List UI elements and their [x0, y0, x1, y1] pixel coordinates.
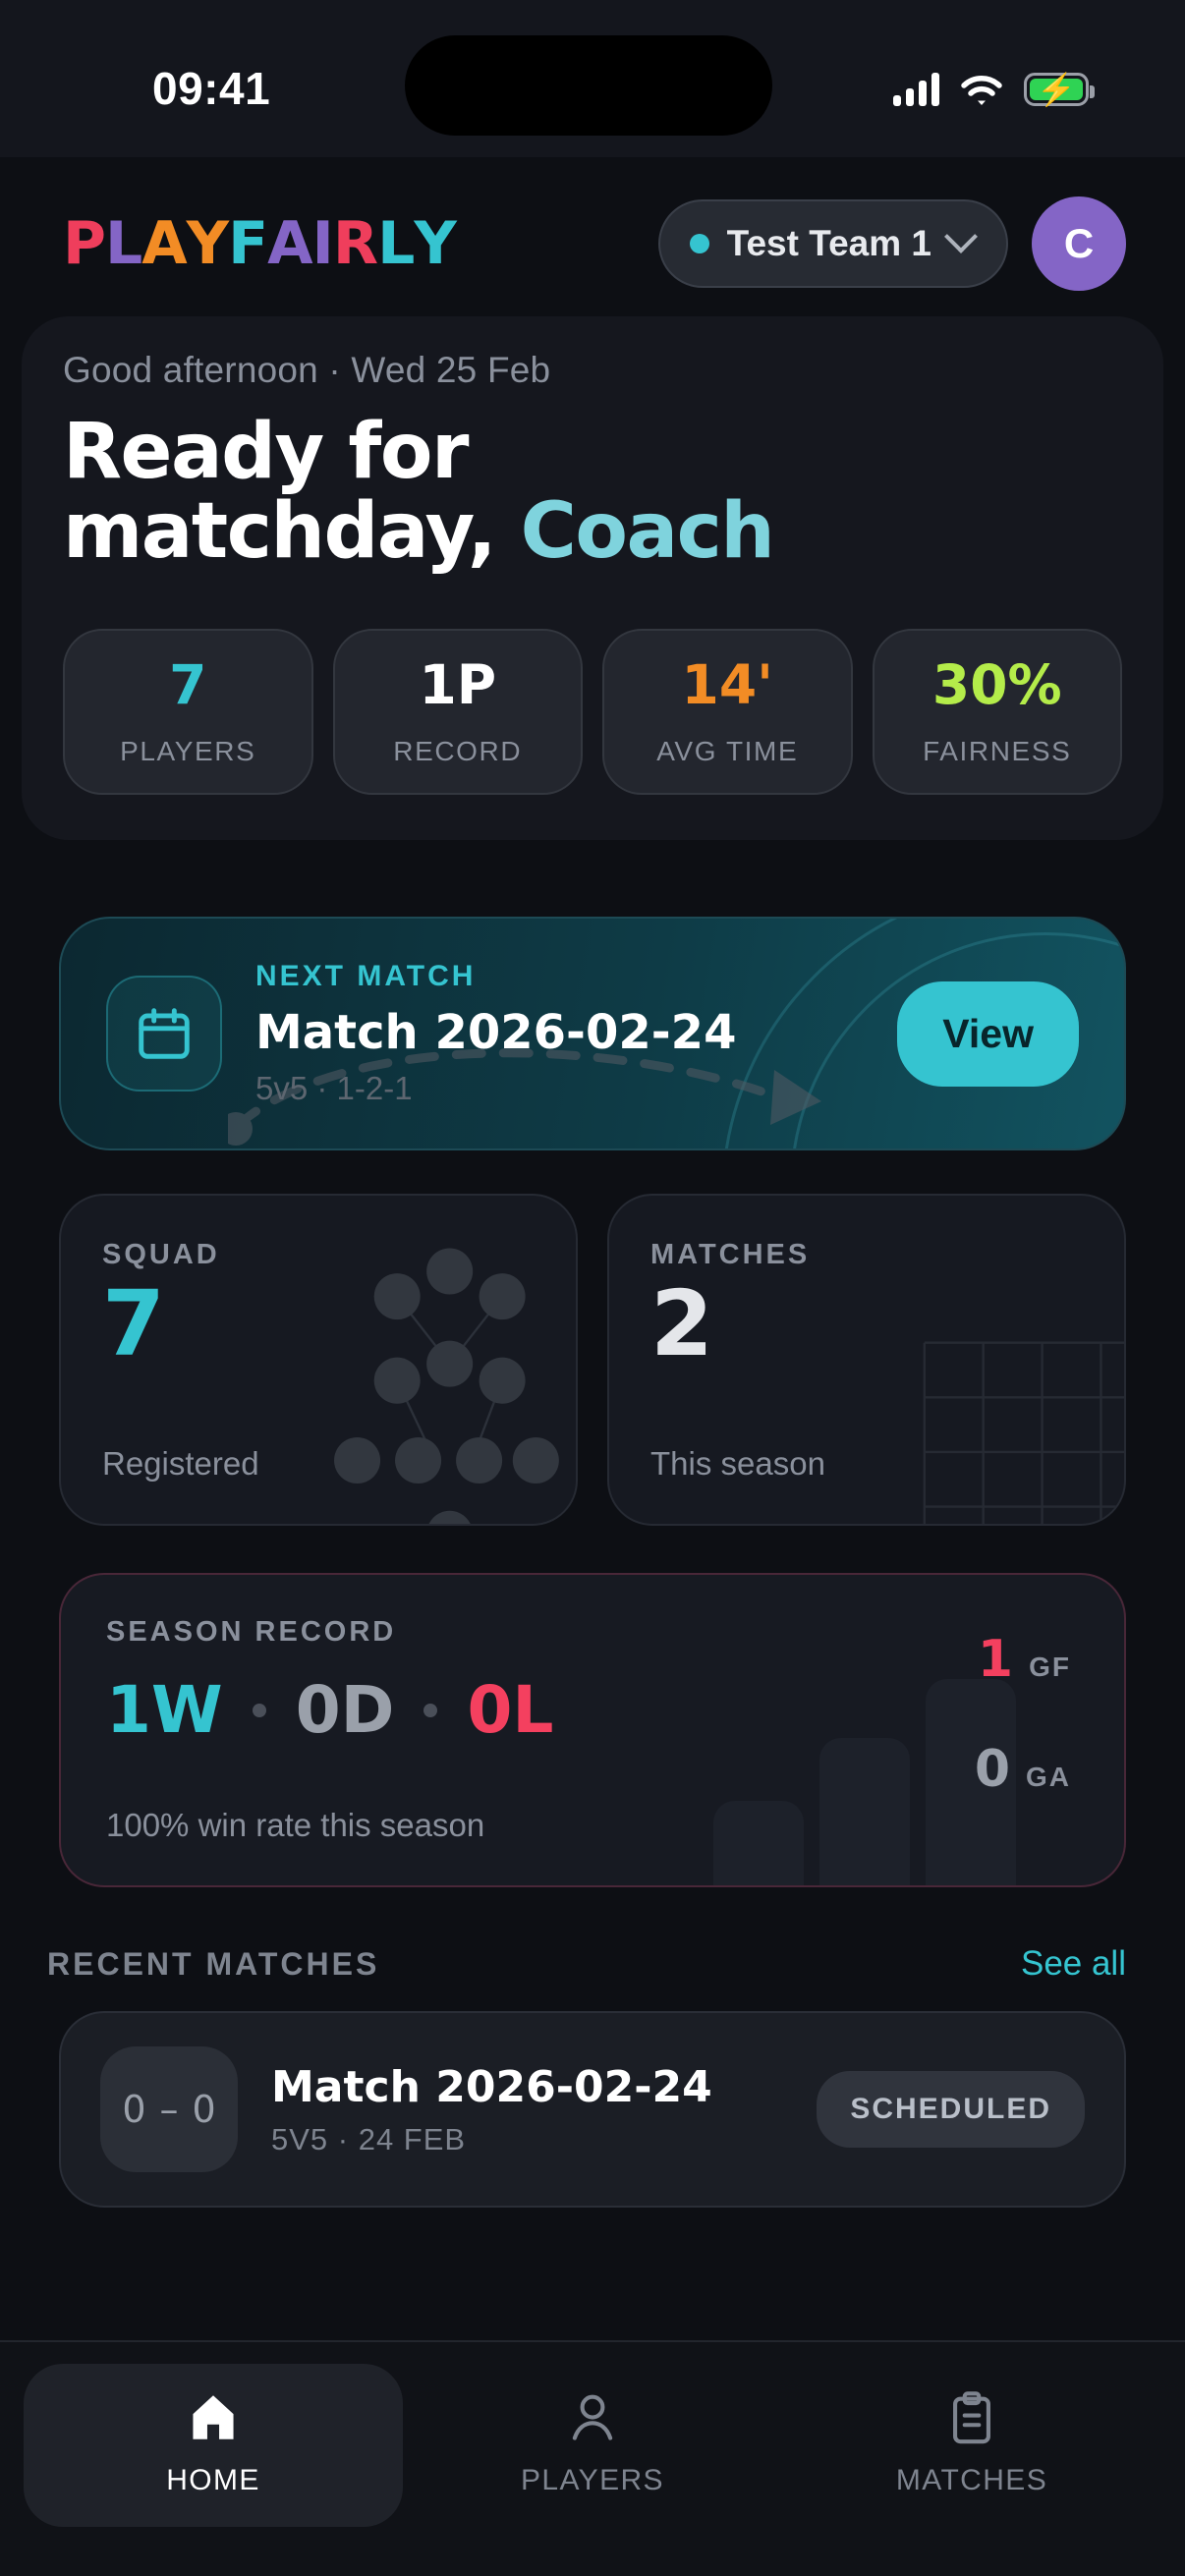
logo-letter: Y — [414, 209, 456, 278]
tab-players[interactable]: PLAYERS — [403, 2364, 782, 2527]
headline-accent: Coach — [520, 487, 775, 577]
greeting-text: Good afternoon · Wed 25 Feb — [63, 350, 551, 390]
quick-stat-value: 14' — [681, 653, 773, 717]
hero-card: Good afternoon · Wed 25 Feb Ready for ma… — [22, 316, 1163, 841]
quick-stat-value: 7 — [169, 653, 207, 717]
next-match-card[interactable]: NEXT MATCH Match 2026-02-24 5v5 · 1-2-1 … — [59, 917, 1126, 1151]
status-bar: 09:41 ⚡ — [0, 0, 1185, 157]
season-draws: 0D — [295, 1672, 395, 1749]
person-icon — [564, 2387, 621, 2448]
app-screen: PLAYFAIRLY Test Team 1 C Good afternoon … — [0, 157, 1185, 2576]
season-losses: 0L — [467, 1672, 554, 1749]
logo-letter: I — [311, 209, 334, 278]
matches-card-value: 2 — [650, 1271, 714, 1377]
headline-line-2: matchday, — [63, 487, 521, 577]
calendar-icon — [106, 976, 222, 1092]
goals-for-value: 1 — [977, 1630, 1014, 1690]
next-match-kicker: NEXT MATCH — [255, 960, 477, 993]
recent-matches-header: RECENT MATCHES See all — [47, 1944, 1126, 1984]
logo-letter: R — [332, 209, 378, 278]
status-badge: SCHEDULED — [817, 2071, 1085, 2149]
season-wins: 1W — [106, 1672, 223, 1749]
dynamic-island — [405, 35, 772, 136]
battery-charging-icon: ⚡ — [1024, 73, 1095, 106]
clipboard-icon — [943, 2387, 1000, 2448]
logo-letter: L — [104, 209, 142, 278]
logo-letter: A — [141, 209, 187, 278]
chevron-down-icon — [944, 219, 978, 253]
squad-card-sublabel: Registered — [102, 1445, 259, 1483]
tab-label: MATCHES — [895, 2464, 1048, 2496]
logo-letter: L — [377, 209, 415, 278]
logo-letter: A — [267, 209, 312, 278]
season-record-label: SEASON RECORD — [106, 1616, 397, 1649]
app-header: PLAYFAIRLY Test Team 1 C — [0, 157, 1185, 291]
goals-against-label: GA — [1026, 1762, 1071, 1793]
separator-dot — [423, 1704, 438, 1718]
match-meta: 5V5 · 24 FEB — [271, 2121, 467, 2156]
status-bar-indicators: ⚡ — [893, 63, 1095, 106]
matches-card-label: MATCHES — [650, 1239, 811, 1271]
tab-home[interactable]: HOME — [24, 2364, 403, 2527]
goals-summary: 1 GF 0 GA — [975, 1634, 1071, 1795]
see-all-link[interactable]: See all — [1020, 1944, 1126, 1984]
bottom-tab-bar: HOME PLAYERS MATCHES — [0, 2340, 1185, 2576]
quick-stat-label: AVG TIME — [656, 736, 799, 767]
goals-against-value: 0 — [974, 1740, 1010, 1800]
logo-letter: Y — [186, 209, 229, 278]
away-score: 0 — [192, 2088, 216, 2132]
separator-dot — [252, 1704, 266, 1718]
logo-letter: F — [228, 209, 268, 278]
quick-stat-label: PLAYERS — [120, 736, 256, 767]
recent-matches-title: RECENT MATCHES — [47, 1946, 380, 1983]
quick-stats-row: 7 PLAYERS 1P RECORD 14' AVG TIME 30% FAI… — [63, 629, 1122, 796]
quick-stat-value: 1P — [419, 653, 497, 717]
avatar[interactable]: C — [1032, 196, 1126, 291]
wifi-icon — [961, 75, 1002, 106]
next-match-title: Match 2026-02-24 — [255, 1005, 737, 1061]
home-icon — [185, 2387, 242, 2448]
quick-stat-value: 30% — [931, 653, 1062, 717]
signal-bars-icon — [893, 73, 939, 106]
matches-card[interactable]: MATCHES 2 This season — [607, 1194, 1126, 1527]
quick-stat-avg-time[interactable]: 14' AVG TIME — [602, 629, 853, 796]
page-title: Ready for matchday, Coach — [63, 412, 1122, 572]
stat-cards-row: SQUAD 7 Registered MATCHES 2 This season — [59, 1194, 1126, 1527]
team-status-dot — [689, 234, 709, 253]
tab-matches[interactable]: MATCHES — [782, 2364, 1161, 2527]
quick-stat-label: RECORD — [393, 736, 523, 767]
home-score: 0 — [122, 2088, 146, 2132]
team-name-label: Test Team 1 — [726, 223, 931, 263]
quick-stat-record[interactable]: 1P RECORD — [332, 629, 583, 796]
goals-for-label: GF — [1029, 1652, 1071, 1683]
quick-stat-fairness[interactable]: 30% FAIRNESS — [872, 629, 1122, 796]
matches-card-sublabel: This season — [650, 1445, 825, 1483]
next-match-subtitle: 5v5 · 1-2-1 — [255, 1070, 413, 1107]
squad-card-value: 7 — [102, 1271, 166, 1377]
tab-label: HOME — [166, 2464, 260, 2496]
tab-label: PLAYERS — [521, 2464, 664, 2496]
view-match-button[interactable]: View — [897, 980, 1079, 1087]
quick-stat-label: FAIRNESS — [923, 736, 1072, 767]
season-record-card[interactable]: SEASON RECORD 1W 0D 0L 100% win rate thi… — [59, 1573, 1126, 1888]
app-logo: PLAYFAIRLY — [63, 209, 457, 278]
match-list-item[interactable]: 0 – 0 Match 2026-02-24 5V5 · 24 FEB SCHE… — [59, 2011, 1126, 2209]
scroll-content[interactable]: PLAYFAIRLY Test Team 1 C Good afternoon … — [0, 157, 1185, 2301]
status-bar-time: 09:41 — [152, 63, 271, 114]
match-score-badge: 0 – 0 — [100, 2046, 238, 2173]
headline-line-1: Ready for — [63, 408, 469, 496]
squad-card[interactable]: SQUAD 7 Registered — [59, 1194, 578, 1527]
logo-letter: P — [63, 209, 106, 278]
season-summary: 100% win rate this season — [106, 1807, 485, 1844]
quick-stat-players[interactable]: 7 PLAYERS — [63, 629, 313, 796]
score-separator: – — [159, 2088, 179, 2132]
squad-card-label: SQUAD — [102, 1239, 220, 1271]
team-selector[interactable]: Test Team 1 — [657, 199, 1008, 288]
match-title: Match 2026-02-24 — [271, 2061, 712, 2112]
